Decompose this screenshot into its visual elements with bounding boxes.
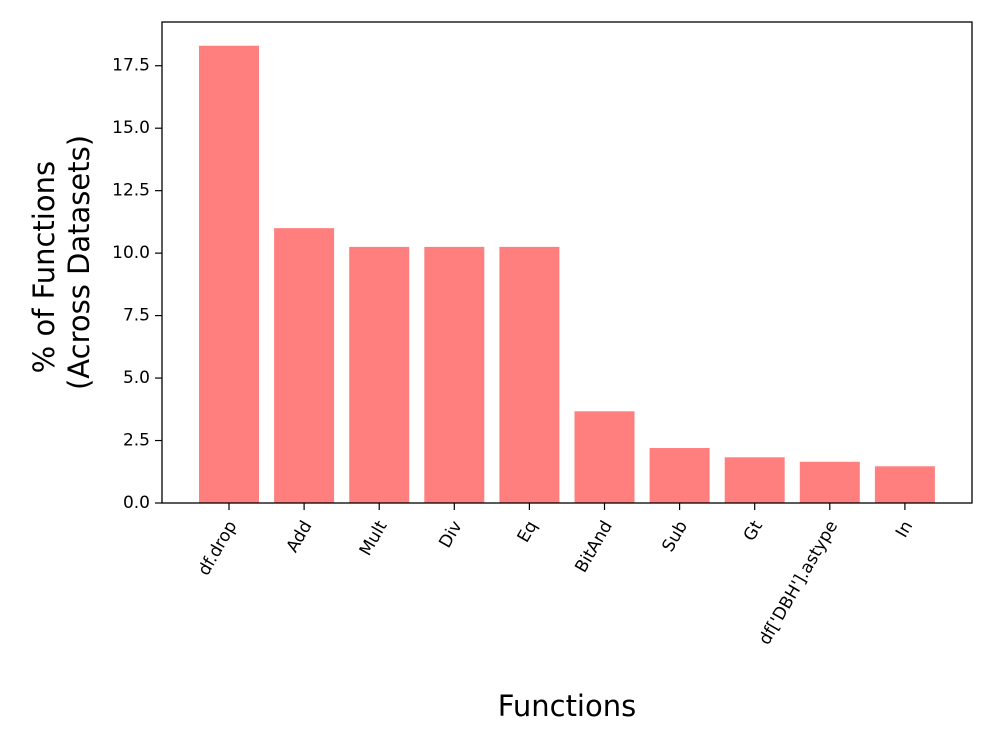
x-axis-ticks: df.drop Add Mult Div Eq BitAnd Sub Gtdf['DBH'].… [194, 503, 917, 648]
bar-3 [424, 246, 485, 503]
x-tick-label: Gt [740, 517, 767, 544]
x-tick-label: df.drop [194, 518, 241, 580]
bars-group [199, 45, 935, 503]
bar-4 [499, 246, 560, 503]
bar-7 [724, 457, 785, 503]
x-tick-label: Add [283, 518, 317, 557]
y-tick-label: 10.0 [112, 243, 150, 263]
y-axis-label: % of Functions (Across Datasets) [27, 135, 96, 390]
bar-9 [874, 466, 935, 503]
x-tick-label: Mult [356, 517, 392, 559]
x-tick-label: Div [435, 518, 466, 552]
y-tick-label: 7.5 [123, 306, 150, 326]
bar-6 [649, 448, 710, 503]
x-tick-label: Sub [658, 518, 692, 556]
y-tick-label: 17.5 [112, 56, 150, 76]
x-tick-label: df['DBH'].astype [755, 518, 842, 649]
x-tick-label: Eq [514, 518, 542, 547]
y-tick-label: 2.5 [123, 431, 150, 451]
bar-1 [274, 228, 335, 503]
bar-0 [199, 45, 259, 503]
bar-2 [349, 246, 410, 503]
bar-5 [574, 411, 635, 503]
y-axis-label-line-2: (Across Datasets) [62, 135, 96, 390]
x-tick-label: In [892, 518, 917, 542]
x-tick-label: BitAnd [571, 518, 616, 577]
y-tick-label: 5.0 [123, 368, 150, 388]
x-axis-label: Functions [498, 689, 636, 723]
y-axis-ticks: 0.0 2.5 5.0 7.5 10.0 12.5 15.0 17.5 [112, 56, 162, 513]
plot-frame [161, 21, 973, 504]
y-axis-label-line-1: % of Functions [27, 161, 61, 373]
y-tick-label: 12.5 [112, 181, 150, 201]
y-tick-label: 0.0 [123, 493, 150, 513]
y-tick-label: 15.0 [112, 118, 150, 138]
bar-8 [799, 461, 860, 503]
